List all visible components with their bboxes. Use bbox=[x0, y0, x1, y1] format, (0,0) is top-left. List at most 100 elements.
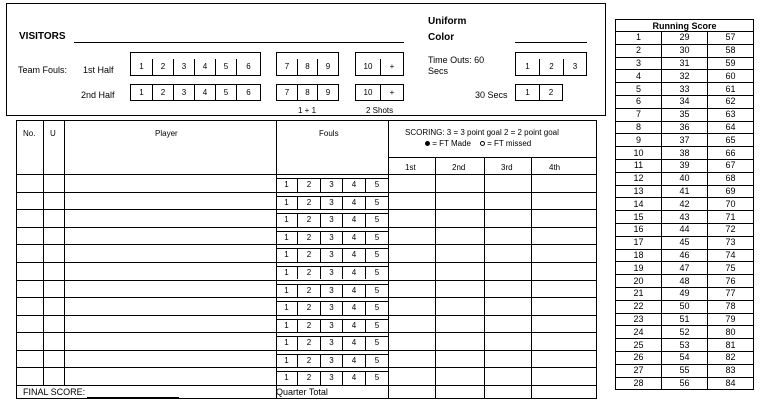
player-foul-box[interactable]: 4 bbox=[343, 213, 366, 227]
running-score-cell[interactable]: 22 bbox=[615, 299, 662, 314]
running-score-cell[interactable]: 16 bbox=[615, 222, 662, 237]
running-score-cell[interactable]: 35 bbox=[661, 107, 708, 122]
running-score-cell[interactable]: 70 bbox=[707, 197, 754, 212]
player-foul-box[interactable]: 4 bbox=[343, 230, 366, 245]
player-foul-box[interactable]: 5 bbox=[366, 283, 388, 298]
team-foul-box[interactable]: 8 bbox=[298, 85, 318, 100]
player-foul-box[interactable]: 1 bbox=[276, 353, 298, 368]
running-score-cell[interactable]: 6 bbox=[615, 94, 662, 109]
running-score-cell[interactable]: 55 bbox=[661, 363, 708, 378]
player-foul-box[interactable]: 5 bbox=[366, 265, 388, 280]
player-foul-box[interactable]: 3 bbox=[321, 178, 343, 192]
player-foul-box[interactable]: 1 bbox=[276, 178, 298, 192]
player-foul-box[interactable]: 4 bbox=[343, 283, 366, 298]
team-foul-box[interactable]: 1 bbox=[131, 85, 153, 100]
running-score-cell[interactable]: 2 bbox=[615, 43, 662, 58]
player-foul-box[interactable]: 5 bbox=[366, 318, 388, 333]
team-fouls-2nd-10-plus[interactable]: 10 + bbox=[355, 84, 404, 101]
running-score-cell[interactable]: 52 bbox=[661, 325, 708, 340]
team-foul-box[interactable]: 5 bbox=[216, 59, 237, 75]
running-score-cell[interactable]: 32 bbox=[661, 69, 708, 84]
running-score-cell[interactable]: 62 bbox=[707, 94, 754, 109]
running-score-cell[interactable]: 1 bbox=[615, 31, 662, 45]
team-foul-box[interactable]: 10 bbox=[356, 59, 381, 75]
running-score-cell[interactable]: 82 bbox=[707, 350, 754, 365]
timeouts-30-boxes[interactable]: 1 2 bbox=[515, 84, 563, 101]
player-foul-box[interactable]: 2 bbox=[298, 178, 321, 192]
player-foul-box[interactable]: 3 bbox=[321, 301, 343, 315]
team-fouls-1st-7-9[interactable]: 7 8 9 bbox=[276, 52, 339, 76]
player-foul-box[interactable]: 2 bbox=[298, 283, 321, 298]
player-foul-box[interactable]: 3 bbox=[321, 265, 343, 280]
player-foul-box[interactable]: 1 bbox=[276, 213, 298, 227]
player-foul-box[interactable]: 4 bbox=[343, 336, 366, 350]
running-score-cell[interactable]: 33 bbox=[661, 82, 708, 96]
running-score-cell[interactable]: 23 bbox=[615, 312, 662, 327]
running-score-cell[interactable]: 5 bbox=[615, 82, 662, 96]
team-foul-box[interactable]: 4 bbox=[195, 59, 216, 75]
running-score-cell[interactable]: 9 bbox=[615, 133, 662, 148]
player-foul-box[interactable]: 5 bbox=[366, 178, 388, 192]
running-score-cell[interactable]: 45 bbox=[661, 235, 708, 250]
timeout-box[interactable]: 1 bbox=[516, 85, 540, 100]
uniform-color-line[interactable] bbox=[515, 42, 587, 43]
team-foul-box[interactable]: 3 bbox=[174, 85, 195, 100]
running-score-cell[interactable]: 63 bbox=[707, 107, 754, 122]
team-foul-box[interactable]: 3 bbox=[174, 59, 195, 75]
running-score-cell[interactable]: 14 bbox=[615, 197, 662, 212]
player-foul-box[interactable]: 5 bbox=[366, 195, 388, 210]
player-foul-box[interactable]: 2 bbox=[298, 318, 321, 333]
running-score-cell[interactable]: 67 bbox=[707, 158, 754, 173]
team-foul-box[interactable]: 2 bbox=[153, 59, 174, 75]
player-foul-box[interactable]: 2 bbox=[298, 248, 321, 262]
running-score-cell[interactable]: 42 bbox=[661, 197, 708, 212]
player-foul-box[interactable]: 1 bbox=[276, 336, 298, 350]
running-score-cell[interactable]: 36 bbox=[661, 120, 708, 135]
running-score-cell[interactable]: 75 bbox=[707, 261, 754, 276]
running-score-cell[interactable]: 76 bbox=[707, 274, 754, 288]
running-score-cell[interactable]: 11 bbox=[615, 158, 662, 173]
running-score-cell[interactable]: 74 bbox=[707, 248, 754, 263]
player-foul-box[interactable]: 3 bbox=[321, 248, 343, 262]
player-foul-box[interactable]: 3 bbox=[321, 318, 343, 333]
player-foul-box[interactable]: 2 bbox=[298, 265, 321, 280]
running-score-cell[interactable]: 69 bbox=[707, 184, 754, 199]
running-score-cell[interactable]: 29 bbox=[661, 31, 708, 45]
running-score-cell[interactable]: 78 bbox=[707, 299, 754, 314]
timeout-box[interactable]: 1 bbox=[516, 59, 540, 75]
running-score-cell[interactable]: 84 bbox=[707, 376, 754, 391]
player-foul-box[interactable]: 4 bbox=[343, 195, 366, 210]
player-foul-box[interactable]: 4 bbox=[343, 318, 366, 333]
player-foul-box[interactable]: 3 bbox=[321, 213, 343, 227]
running-score-cell[interactable]: 56 bbox=[661, 376, 708, 391]
running-score-cell[interactable]: 17 bbox=[615, 235, 662, 250]
running-score-cell[interactable]: 47 bbox=[661, 261, 708, 276]
running-score-cell[interactable]: 50 bbox=[661, 299, 708, 314]
running-score-cell[interactable]: 27 bbox=[615, 363, 662, 378]
running-score-cell[interactable]: 40 bbox=[661, 171, 708, 186]
team-foul-box[interactable]: 6 bbox=[246, 88, 251, 97]
player-foul-box[interactable]: 5 bbox=[366, 353, 388, 368]
timeout-box[interactable]: 3 bbox=[572, 62, 578, 71]
running-score-cell[interactable]: 20 bbox=[615, 274, 662, 288]
player-foul-box[interactable]: 1 bbox=[276, 283, 298, 298]
running-score-cell[interactable]: 12 bbox=[615, 171, 662, 186]
running-score-cell[interactable]: 73 bbox=[707, 235, 754, 250]
running-score-cell[interactable]: 77 bbox=[707, 286, 754, 301]
running-score-cell[interactable]: 43 bbox=[661, 210, 708, 224]
running-score-cell[interactable]: 64 bbox=[707, 120, 754, 135]
timeouts-60-boxes[interactable]: 1 2 3 bbox=[515, 52, 587, 76]
timeout-box[interactable]: 2 bbox=[548, 88, 554, 97]
running-score-cell[interactable]: 38 bbox=[661, 146, 708, 160]
team-foul-box[interactable]: 5 bbox=[216, 85, 237, 100]
running-score-cell[interactable]: 59 bbox=[707, 56, 754, 71]
running-score-cell[interactable]: 24 bbox=[615, 325, 662, 340]
team-foul-box[interactable]: 4 bbox=[195, 85, 216, 100]
team-foul-box[interactable]: 9 bbox=[325, 62, 331, 71]
running-score-cell[interactable]: 65 bbox=[707, 133, 754, 148]
running-score-cell[interactable]: 58 bbox=[707, 43, 754, 58]
